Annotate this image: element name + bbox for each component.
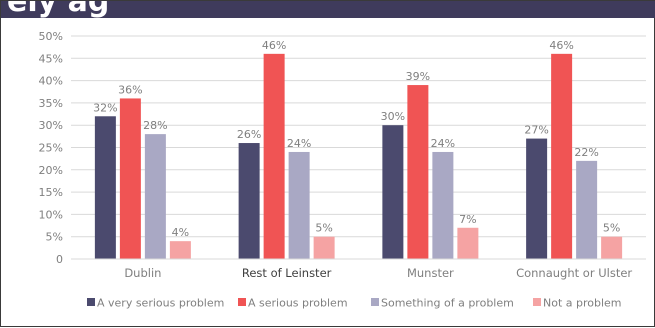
legend-swatch [533, 298, 541, 306]
y-tick-label: 35% [39, 97, 63, 110]
y-tick-label: 20% [39, 164, 63, 177]
bar [601, 236, 623, 259]
bar [407, 85, 429, 259]
bar [263, 53, 285, 260]
data-label: 5% [603, 222, 620, 235]
y-tick-label: 50% [39, 30, 63, 43]
bars [94, 53, 623, 260]
legend-swatch [87, 298, 95, 306]
y-tick-label: 30% [39, 119, 63, 132]
bar [551, 53, 573, 260]
bar [432, 151, 454, 259]
header-title: ely ag [7, 1, 109, 17]
legend-label: A very serious problem [97, 297, 224, 310]
y-tick-label: 25% [39, 142, 63, 155]
y-tick-label: 10% [39, 208, 63, 221]
x-tick-label: Rest of Leinster [242, 266, 332, 280]
bar [576, 160, 598, 259]
legend-swatch [371, 298, 379, 306]
x-tick-label: Munster [407, 266, 454, 280]
y-tick-label: 40% [39, 75, 63, 88]
bar [526, 138, 548, 259]
bar [313, 236, 335, 259]
data-label: 24% [287, 137, 311, 150]
data-label: 39% [406, 70, 430, 83]
bar [144, 134, 166, 259]
legend-label: Not a problem [543, 297, 622, 310]
bar [94, 116, 116, 259]
x-axis-ticks: Dublin Rest of Leinster Munster Connaught o… [71, 258, 646, 280]
data-label: 7% [459, 213, 476, 226]
legend-swatch [238, 298, 246, 306]
y-tick-label: 45% [39, 52, 63, 65]
data-label: 24% [431, 137, 455, 150]
data-labels: 32%36% 28% 4% 26% 46% 24% 5% 30% 39% 24% 7% 27% 46% 2… [93, 39, 620, 239]
legend: A very serious problem A serious problem S… [87, 297, 622, 310]
data-label: 27% [524, 124, 548, 137]
data-label: 46% [549, 39, 573, 52]
bar [169, 241, 191, 259]
y-tick-label: 0 [56, 253, 63, 266]
data-label: 28% [143, 119, 167, 132]
data-label: 32% [93, 101, 117, 114]
data-label: 46% [262, 39, 286, 52]
bar [238, 143, 260, 259]
bar [119, 98, 141, 259]
gridlines [71, 35, 646, 260]
header-bar: ely ag [1, 1, 655, 18]
data-label: 4% [172, 226, 189, 239]
legend-label: A serious problem [248, 297, 348, 310]
data-label: 30% [381, 110, 405, 123]
x-tick-label: Dublin [124, 266, 161, 280]
y-axis-ticks: 0 5% 10% 15% 20% 25% 30% 35% 40% 45% 50% [39, 30, 63, 266]
x-tick-label: Connaught or Ulster [516, 266, 632, 280]
bar [382, 125, 404, 259]
y-tick-label: 5% [46, 231, 63, 244]
bar [288, 151, 310, 259]
data-label: 26% [237, 128, 261, 141]
bar [457, 227, 479, 259]
y-tick-label: 15% [39, 186, 63, 199]
data-label: 36% [118, 83, 142, 96]
legend-label: Something of a problem [381, 297, 514, 310]
data-label: 22% [574, 146, 598, 159]
data-label: 5% [315, 222, 332, 235]
